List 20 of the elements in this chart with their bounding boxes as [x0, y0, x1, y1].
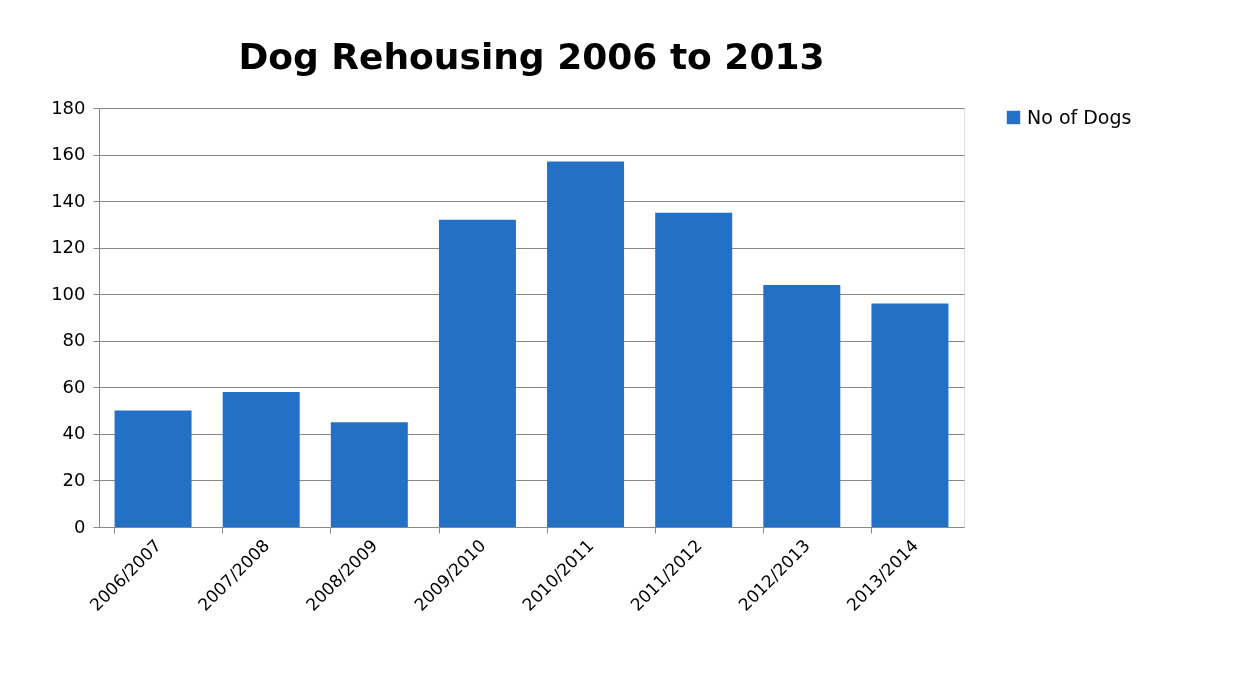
y-tick-label: 80 [62, 329, 86, 351]
y-tick-label: 120 [51, 236, 86, 258]
y-tick-label: 160 [51, 143, 86, 165]
bar [763, 284, 841, 527]
bar [871, 303, 949, 527]
bar [438, 219, 516, 527]
bar [222, 391, 300, 527]
bar [655, 212, 733, 527]
legend-label: No of Dogs [1027, 105, 1132, 128]
bar [330, 422, 408, 527]
y-tick-label: 100 [51, 282, 86, 304]
y-tick-label: 20 [62, 468, 86, 490]
bar [114, 410, 192, 527]
y-tick-label: 40 [62, 422, 86, 444]
y-tick-label: 0 [74, 515, 86, 537]
y-tick-label: 60 [62, 375, 86, 397]
chart-title: Dog Rehousing 2006 to 2013 [238, 36, 825, 77]
y-tick-label: 180 [51, 96, 86, 118]
y-tick-label: 140 [51, 189, 86, 211]
bar [547, 161, 625, 527]
